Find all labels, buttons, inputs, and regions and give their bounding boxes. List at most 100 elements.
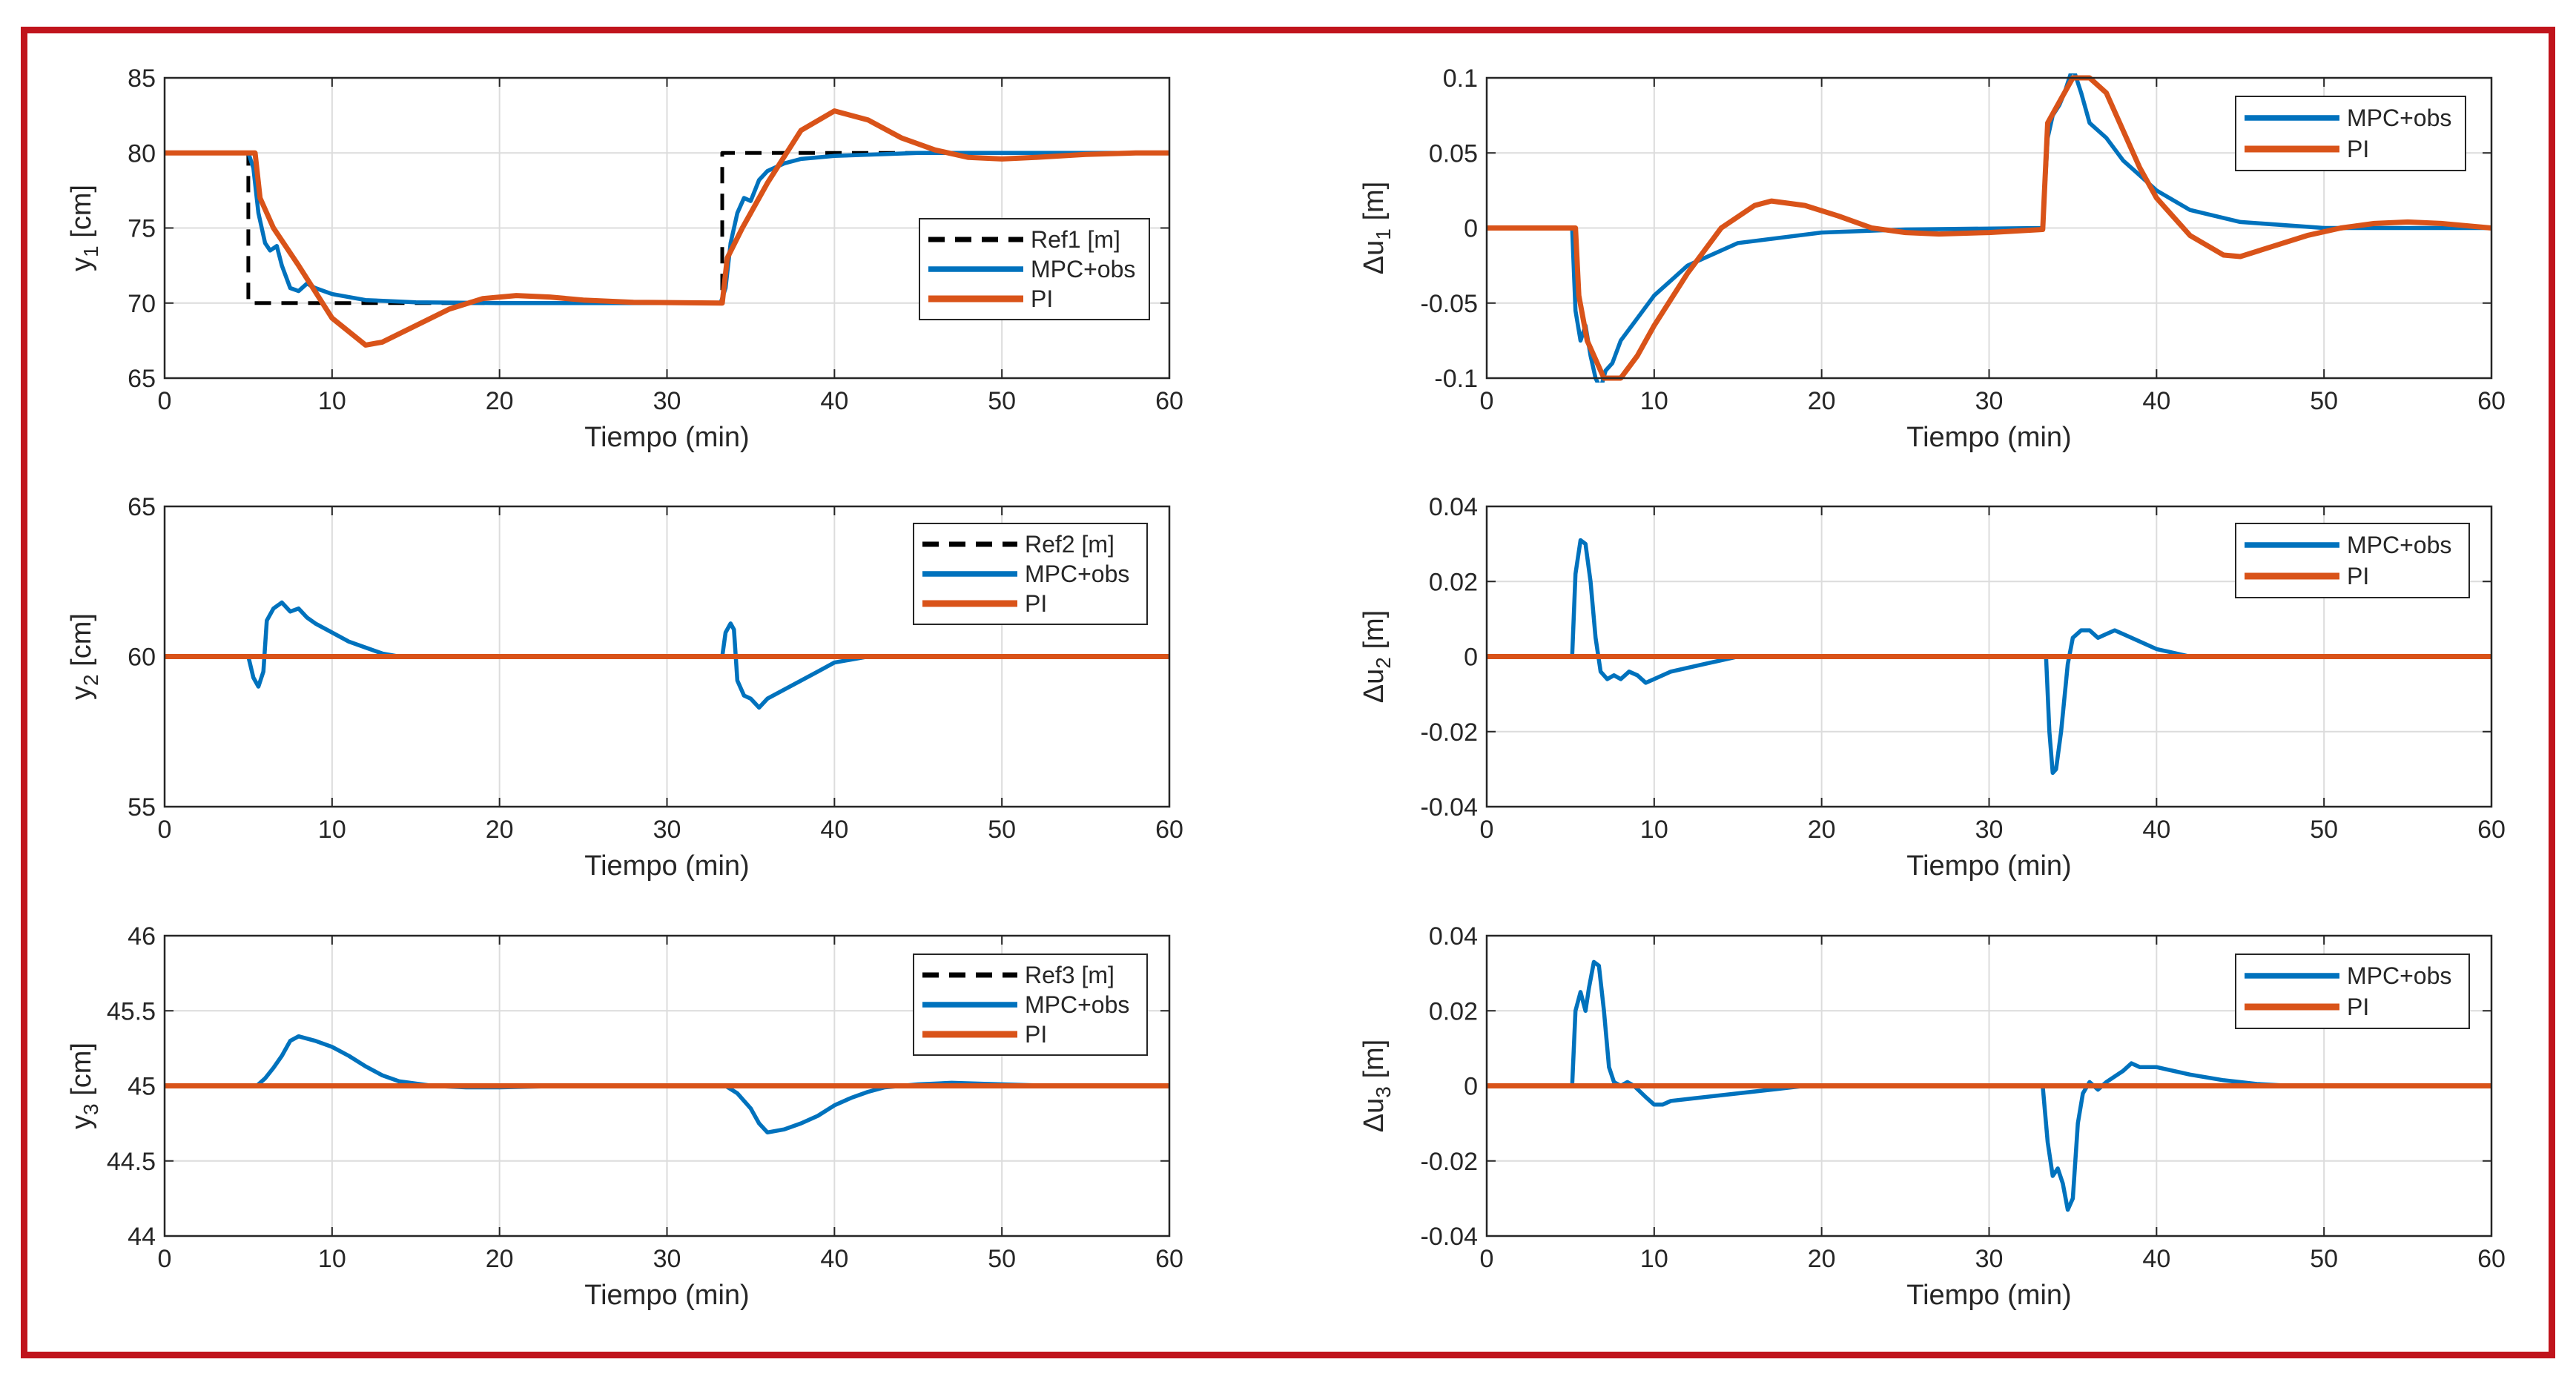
legend-label: PI — [2347, 563, 2369, 589]
x-tick-label: 10 — [1640, 387, 1668, 415]
x-tick-label: 10 — [318, 816, 346, 844]
chart-du2: 0 10 20 30 40 50 60 -0.04 -0.02 0 0.02 0.04 Tiempo (… — [1358, 493, 2506, 882]
x-axis-label: Tiempo (min) — [584, 1280, 749, 1311]
x-tick-label: 20 — [486, 816, 514, 844]
x-tick-label: 30 — [653, 387, 681, 415]
x-tick-label: 40 — [2142, 1245, 2170, 1273]
legend-label: PI — [1031, 285, 1053, 312]
y-tick-label: 0 — [1464, 1073, 1478, 1101]
y-tick-label: 80 — [128, 139, 156, 168]
x-tick-label: 40 — [2142, 387, 2170, 415]
y-tick-label: -0.1 — [1434, 365, 1478, 393]
x-tick-label: 30 — [653, 1245, 681, 1273]
legend: MPC+obs PI — [2235, 523, 2470, 598]
x-tick-label: 0 — [158, 387, 172, 415]
y-axis-label: Δu3 [m] — [1358, 1040, 1395, 1132]
chart-du3: 0 10 20 30 40 50 60 -0.04 -0.02 0 0.02 0.04 Tiempo (… — [1358, 922, 2506, 1311]
x-tick-label: 50 — [2310, 816, 2338, 844]
x-tick-label: 0 — [1480, 1245, 1494, 1273]
legend-label: Ref2 [m] — [1025, 531, 1114, 558]
series-group — [165, 1034, 1169, 1135]
series-group — [1487, 538, 2491, 776]
legend-box — [2235, 96, 2466, 171]
series-line-mpc — [1487, 73, 2491, 383]
x-tick-label: 60 — [1155, 816, 1183, 844]
series-line-pi — [1487, 75, 2491, 381]
x-tick-label: 60 — [2477, 816, 2506, 844]
legend-label: PI — [1025, 590, 1047, 617]
x-tick-label: 40 — [820, 387, 848, 415]
x-tick-label: 0 — [158, 816, 172, 844]
axes-box — [1485, 934, 2493, 1237]
x-tick-label: 30 — [1975, 1245, 2004, 1273]
y-tick-label: 0.04 — [1429, 493, 1478, 521]
axes-box — [163, 934, 1171, 1237]
legend-label: PI — [2347, 136, 2369, 162]
x-tick-label: 20 — [1808, 387, 1836, 415]
y-axis-label: y3 [cm] — [66, 1042, 102, 1129]
x-tick-label: 10 — [1640, 1245, 1668, 1273]
x-tick-label: 20 — [1808, 1245, 1836, 1273]
y-tick-label: 0 — [1464, 215, 1478, 243]
y-tick-label: 85 — [128, 65, 156, 93]
axes-box — [1485, 505, 2493, 808]
x-tick-label: 0 — [1480, 387, 1494, 415]
chart-y1: 0 10 20 30 40 50 60 65 70 75 80 85 Tiempo (min) y1 [c… — [66, 65, 1183, 453]
y-axis-label: Δu2 [m] — [1358, 610, 1395, 703]
y-tick-label: -0.04 — [1421, 793, 1479, 822]
x-tick-label: 50 — [2310, 387, 2338, 415]
legend: Ref3 [m] MPC+obs PI — [913, 954, 1148, 1056]
series-group — [1487, 959, 2491, 1212]
x-axis-label: Tiempo (min) — [1906, 850, 2071, 882]
legend-label: PI — [1025, 1021, 1047, 1048]
y-tick-label: 0 — [1464, 644, 1478, 672]
y-tick-label: 55 — [128, 793, 156, 822]
x-tick-label: 20 — [486, 387, 514, 415]
legend-label: Ref1 [m] — [1031, 226, 1120, 253]
axes-box — [1485, 76, 2493, 380]
x-tick-label: 0 — [158, 1245, 172, 1273]
legend-label: Ref3 [m] — [1025, 962, 1114, 988]
legend-label: MPC+obs — [2347, 962, 2451, 989]
x-tick-label: 60 — [1155, 387, 1183, 415]
x-tick-label: 50 — [2310, 1245, 2338, 1273]
y-axis-label: Δu1 [m] — [1358, 182, 1395, 274]
y-tick-label: -0.05 — [1421, 290, 1479, 318]
series-line-mpc — [1487, 538, 2491, 776]
series-line-mpc — [165, 151, 1169, 305]
y-tick-label: -0.04 — [1421, 1223, 1479, 1251]
legend: Ref2 [m] MPC+obs PI — [913, 523, 1148, 625]
y-tick-label: 75 — [128, 215, 156, 243]
x-tick-label: 10 — [318, 1245, 346, 1273]
legend-label: MPC+obs — [2347, 105, 2451, 131]
x-tick-label: 40 — [820, 816, 848, 844]
legend-label: MPC+obs — [1031, 256, 1135, 282]
x-tick-label: 10 — [318, 387, 346, 415]
y-tick-label: 44.5 — [107, 1148, 156, 1176]
y-axis-label: y1 [cm] — [66, 185, 102, 271]
y-tick-label: 70 — [128, 290, 156, 318]
x-axis-label: Tiempo (min) — [584, 850, 749, 882]
chart-du1: 0 10 20 30 40 50 60 -0.1 -0.05 0 0.05 0.1 Tiempo (mi… — [1358, 65, 2506, 453]
x-tick-label: 40 — [820, 1245, 848, 1273]
series-group — [1487, 73, 2491, 383]
legend-label: MPC+obs — [1025, 991, 1129, 1018]
x-tick-label: 50 — [988, 1245, 1016, 1273]
x-tick-label: 30 — [1975, 387, 2004, 415]
x-tick-label: 60 — [2477, 387, 2506, 415]
legend: Ref1 [m] MPC+obs PI — [919, 218, 1150, 320]
y-tick-label: 46 — [128, 922, 156, 951]
y-tick-label: 65 — [128, 493, 156, 521]
y-tick-label: 45.5 — [107, 997, 156, 1025]
y-tick-label: 44 — [128, 1223, 156, 1251]
legend-label: MPC+obs — [2347, 532, 2451, 558]
x-tick-label: 10 — [1640, 816, 1668, 844]
x-tick-label: 50 — [988, 387, 1016, 415]
series-line-pi — [165, 108, 1169, 348]
legend-label: MPC+obs — [1025, 561, 1129, 587]
axes-box — [163, 505, 1171, 808]
chart-y3: 0 10 20 30 40 50 60 44 44.5 45 45.5 46 Tiempo (min) y… — [66, 922, 1183, 1311]
x-axis-label: Tiempo (min) — [584, 422, 749, 453]
legend: MPC+obs PI — [2235, 954, 2470, 1029]
legend-box — [2235, 954, 2470, 1029]
